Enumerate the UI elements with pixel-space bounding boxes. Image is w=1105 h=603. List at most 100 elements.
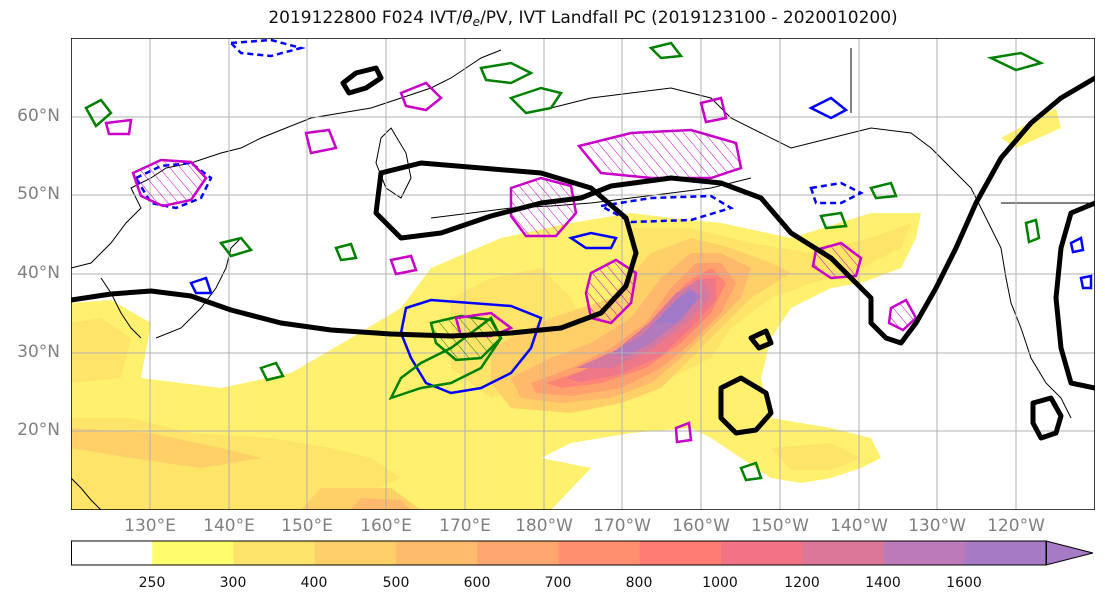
colorbar-extend-arrow xyxy=(1045,540,1094,566)
coast-asia xyxy=(71,49,502,269)
blue-contour-north xyxy=(808,96,849,120)
green-contour-1 xyxy=(388,316,503,401)
green-contour-8 xyxy=(259,361,285,382)
colorbar-segment xyxy=(558,541,641,565)
lon-label-160w: 160°W xyxy=(672,516,730,536)
green-contour-4 xyxy=(479,61,534,85)
green-contour-12 xyxy=(986,51,1045,72)
green-contour-3 xyxy=(508,86,564,115)
blue-contour-east xyxy=(1069,236,1093,290)
lat-label-20: 20°N xyxy=(17,420,60,440)
lon-label-170e: 170°E xyxy=(439,516,491,536)
green-contour-6 xyxy=(218,236,254,258)
green-contours xyxy=(84,41,1045,482)
green-contour-10 xyxy=(819,211,848,230)
magenta-contour-4 xyxy=(584,258,638,325)
colorbar-segment xyxy=(477,541,559,565)
green-contour-7 xyxy=(334,242,358,262)
colorbar-tick-1600: 1600 xyxy=(946,575,982,591)
colorbar-segment xyxy=(721,541,803,565)
colorbar-tick-300: 300 xyxy=(219,575,247,591)
magenta-contour-10 xyxy=(389,254,418,276)
colorbar-tick-400: 400 xyxy=(300,575,328,591)
lat-label-60: 60°N xyxy=(17,106,60,126)
blue-contour-dashed-3 xyxy=(809,181,864,205)
colorbar-segment xyxy=(396,541,478,565)
blue-contour-dashed-4 xyxy=(228,38,306,58)
colorbar-segment xyxy=(964,541,1047,565)
colorbar-segment xyxy=(152,541,234,565)
blue-contour-main xyxy=(399,298,543,395)
magenta-contour-3 xyxy=(509,176,578,238)
lon-label-160e: 160°E xyxy=(360,516,412,536)
colorbar-segments xyxy=(71,541,1047,565)
lon-label-120w: 120°W xyxy=(987,516,1045,536)
magenta-contour-2 xyxy=(576,128,743,180)
lat-label-30: 30°N xyxy=(17,342,60,362)
title-sub: e xyxy=(472,15,481,29)
black-contour-east xyxy=(1053,200,1095,391)
lon-label-150w: 150°W xyxy=(751,516,809,536)
coastlines xyxy=(71,48,1095,510)
colorbar-segment xyxy=(71,541,153,565)
colorbar-tick-1000: 1000 xyxy=(702,575,738,591)
colorbar-tick-600: 600 xyxy=(463,575,491,591)
lat-label-40: 40°N xyxy=(17,263,60,283)
magenta-contour-9 xyxy=(304,128,338,155)
colorbar xyxy=(71,540,1094,566)
black-contours xyxy=(71,65,1095,441)
coast-japan xyxy=(155,237,242,339)
coast-aleutians xyxy=(430,177,752,219)
black-contour-closed-3 xyxy=(748,328,774,351)
colorbar-segment xyxy=(802,541,884,565)
colorbar-tick-1200: 1200 xyxy=(784,575,820,591)
title-theta: θ xyxy=(462,8,473,28)
ivt-band-1600 xyxy=(656,290,696,323)
green-contour-14 xyxy=(648,41,684,60)
lon-label-170w: 170°W xyxy=(593,516,651,536)
colorbar-segment xyxy=(314,541,397,565)
colorbar-tick-1400: 1400 xyxy=(865,575,901,591)
colorbar-segment xyxy=(233,541,316,565)
lat-label-50: 50°N xyxy=(17,184,60,204)
colorbar-tick-800: 800 xyxy=(625,575,653,591)
colorbar-segment xyxy=(639,541,722,565)
lon-label-130w: 130°W xyxy=(908,516,966,536)
coast-philippines xyxy=(71,477,102,510)
map-panel xyxy=(71,38,1095,510)
colorbar-tick-500: 500 xyxy=(382,575,410,591)
green-contour-5 xyxy=(84,98,113,128)
blue-contour-dashed-2 xyxy=(597,194,735,224)
black-contour-main xyxy=(71,75,1095,346)
chart-title: 2019122800 F024 IVT/θe/PV, IVT Landfall … xyxy=(0,8,1105,29)
lon-label-180w: 180°W xyxy=(515,516,573,536)
blue-contour-aleutian xyxy=(567,231,618,250)
coast-kamchatka xyxy=(375,127,412,199)
green-contour-11 xyxy=(869,181,898,200)
magenta-contour-11 xyxy=(699,96,728,124)
magenta-contour-8 xyxy=(104,118,133,136)
colorbar-frame xyxy=(71,540,1047,566)
coast-alaska xyxy=(550,87,982,209)
blue-contour-west xyxy=(189,276,213,295)
colorbar-tick-250: 250 xyxy=(138,575,166,591)
lon-label-140w: 140°W xyxy=(830,516,888,536)
magenta-contour-12 xyxy=(674,421,693,444)
black-contour-closed-1 xyxy=(340,65,384,96)
magenta-contour-1 xyxy=(131,158,208,208)
green-contour-9 xyxy=(739,461,763,482)
lon-label-140e: 140°E xyxy=(203,516,255,536)
green-contour-13 xyxy=(1024,218,1041,244)
magenta-contours xyxy=(104,81,918,444)
title-suffix: /PV, IVT Landfall PC (2019123100 - 20200… xyxy=(480,8,898,28)
black-contour-closed-4 xyxy=(1030,395,1064,441)
coast-korea xyxy=(100,277,142,339)
black-contour-closed-2 xyxy=(718,375,774,436)
colorbar-segment xyxy=(883,541,966,565)
lon-label-150e: 150°E xyxy=(281,516,333,536)
magenta-contour-6 xyxy=(887,298,918,332)
colorbar-tick-700: 700 xyxy=(544,575,572,591)
magenta-contour-7 xyxy=(399,81,443,112)
lon-label-130e: 130°E xyxy=(124,516,176,536)
title-prefix: 2019122800 F024 IVT/ xyxy=(268,8,463,28)
